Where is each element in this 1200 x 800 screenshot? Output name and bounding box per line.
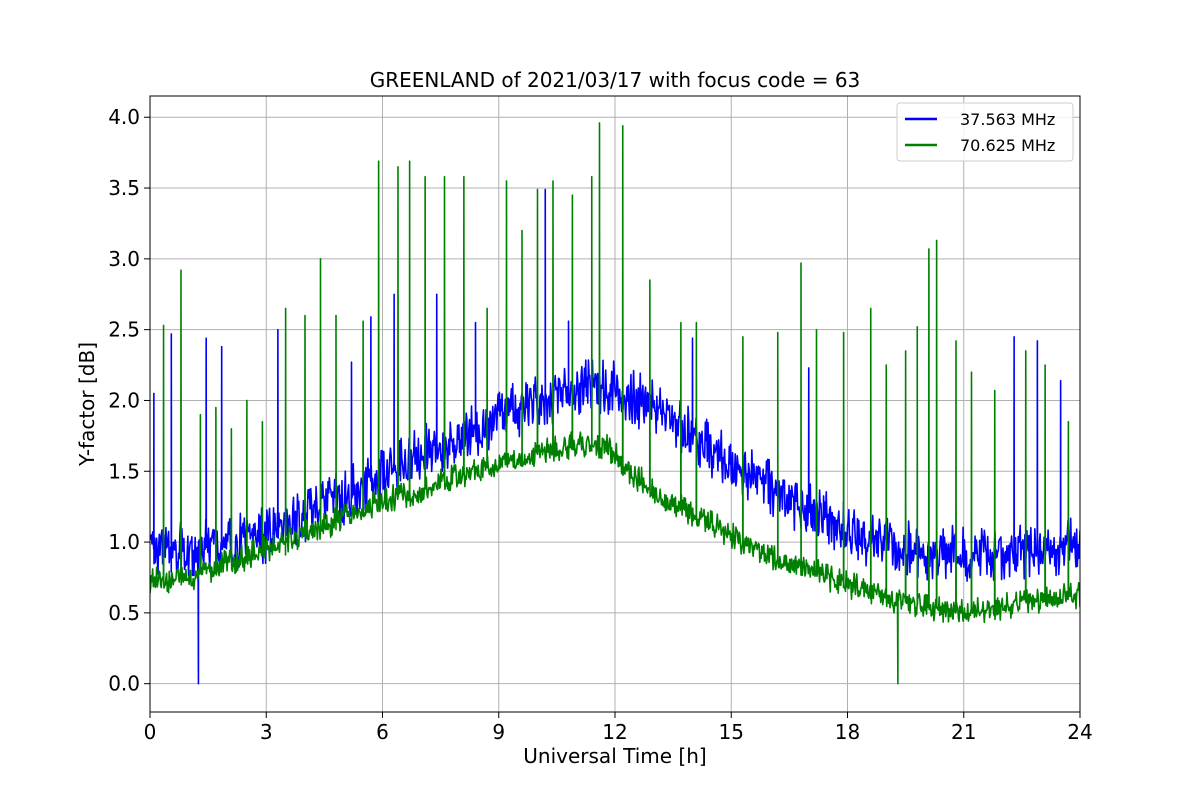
y-axis: 0.0 0.5 1.0 1.5 2.0 2.5 3.0 3.5 4.0: [108, 105, 150, 696]
legend-label-70mhz: 70.625 MHz: [960, 136, 1055, 155]
series-37mhz-line: [150, 188, 1080, 685]
legend-box: [896, 102, 1074, 162]
legend-label-37mhz: 37.563 MHz: [960, 110, 1055, 129]
x-tick-label: 3: [260, 720, 273, 744]
y-tick-label: 0.5: [108, 601, 140, 625]
x-axis-label: Universal Time [h]: [523, 744, 706, 768]
x-tick-label: 9: [492, 720, 505, 744]
series-70mhz-line: [150, 122, 1080, 685]
legend: 37.563 MHz 70.625 MHz: [896, 102, 1074, 162]
y-tick-label: 3.5: [108, 176, 140, 200]
y-tick-label: 4.0: [108, 105, 140, 129]
x-axis: 0 3 6 9 12 15 18 21 24: [144, 712, 1093, 744]
x-tick-label: 15: [719, 720, 744, 744]
x-tick-label: 0: [144, 720, 157, 744]
x-tick-label: 18: [835, 720, 860, 744]
x-tick-label: 21: [951, 720, 976, 744]
x-tick-label: 12: [602, 720, 627, 744]
series-layer: [150, 122, 1080, 685]
x-tick-label: 24: [1067, 720, 1092, 744]
y-axis-label: Y-factor [dB]: [75, 342, 99, 467]
y-tick-label: 2.0: [108, 388, 140, 412]
y-tick-label: 3.0: [108, 247, 140, 271]
x-tick-label: 6: [376, 720, 389, 744]
y-tick-label: 1.5: [108, 459, 140, 483]
chart-title: GREENLAND of 2021/03/17 with focus code …: [370, 68, 861, 92]
grid-lines: [149, 96, 1081, 712]
y-tick-label: 1.0: [108, 530, 140, 554]
y-tick-label: 2.5: [108, 318, 140, 342]
y-tick-label: 0.0: [108, 672, 140, 696]
